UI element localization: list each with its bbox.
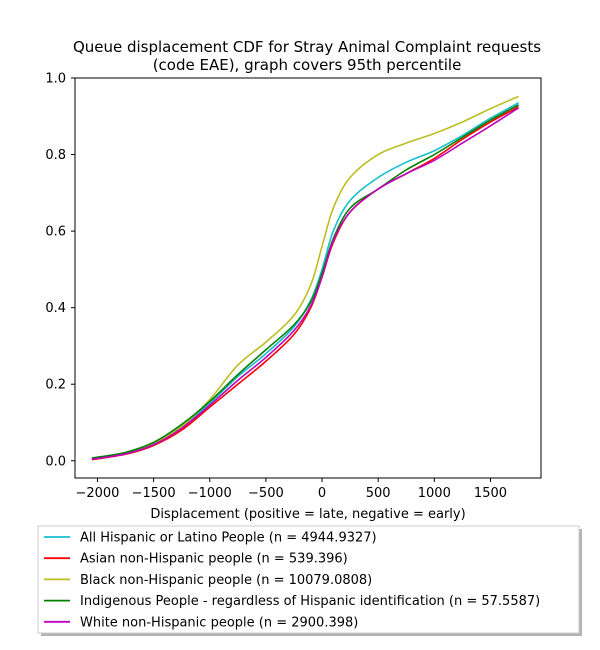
y-tick-label: 0.0 xyxy=(45,454,66,469)
y-tick-label: 1.0 xyxy=(45,72,66,87)
legend-label-4: Indigenous People - regardless of Hispan… xyxy=(80,594,540,609)
series-line-3 xyxy=(91,95,519,460)
legend: All Hispanic or Latino People (n = 4944.… xyxy=(37,525,582,636)
x-axis: −2000 −1500 −1000 −500 0 500 1000 1500 xyxy=(75,478,507,501)
series-line-1 xyxy=(91,102,519,460)
legend-items: All Hispanic or Latino People (n = 4944.… xyxy=(44,531,540,630)
y-tick-label: 0.2 xyxy=(45,378,66,393)
y-tick-label: 0.8 xyxy=(45,148,66,163)
series-line-4 xyxy=(91,104,519,459)
x-tick-label: −2000 xyxy=(75,486,119,501)
plot-frame xyxy=(74,77,542,479)
x-tick-label: 500 xyxy=(366,486,391,501)
chart-title-line-1: Queue displacement CDF for Stray Animal … xyxy=(73,38,541,56)
series-line-2 xyxy=(91,106,519,461)
legend-label-1: All Hispanic or Latino People (n = 4944.… xyxy=(80,531,377,546)
y-tick-label: 0.4 xyxy=(45,301,66,316)
legend-label-5: White non-Hispanic people (n = 2900.398) xyxy=(80,615,358,630)
x-tick-label: −500 xyxy=(248,486,284,501)
legend-box xyxy=(37,525,580,634)
x-tick-label: −1500 xyxy=(132,486,176,501)
x-tick-label: 0 xyxy=(318,486,326,501)
legend-label-3: Black non-Hispanic people (n = 10079.080… xyxy=(80,573,372,588)
legend-label-2: Asian non-Hispanic people (n = 539.396) xyxy=(80,552,348,567)
x-axis-label: Displacement (positive = late, negative … xyxy=(150,507,465,522)
series-layer xyxy=(91,95,519,461)
x-tick-label: −1000 xyxy=(188,486,232,501)
series-line-5 xyxy=(91,107,519,461)
x-tick-label: 1500 xyxy=(474,486,507,501)
x-tick-label: 1000 xyxy=(418,486,451,501)
y-tick-label: 0.6 xyxy=(45,225,66,240)
chart-title-line-2: (code EAE), graph covers 95th percentile xyxy=(153,56,462,74)
y-axis: 0.0 0.2 0.4 0.6 0.8 1.0 xyxy=(45,72,75,469)
chart-title: Queue displacement CDF for Stray Animal … xyxy=(73,38,541,74)
